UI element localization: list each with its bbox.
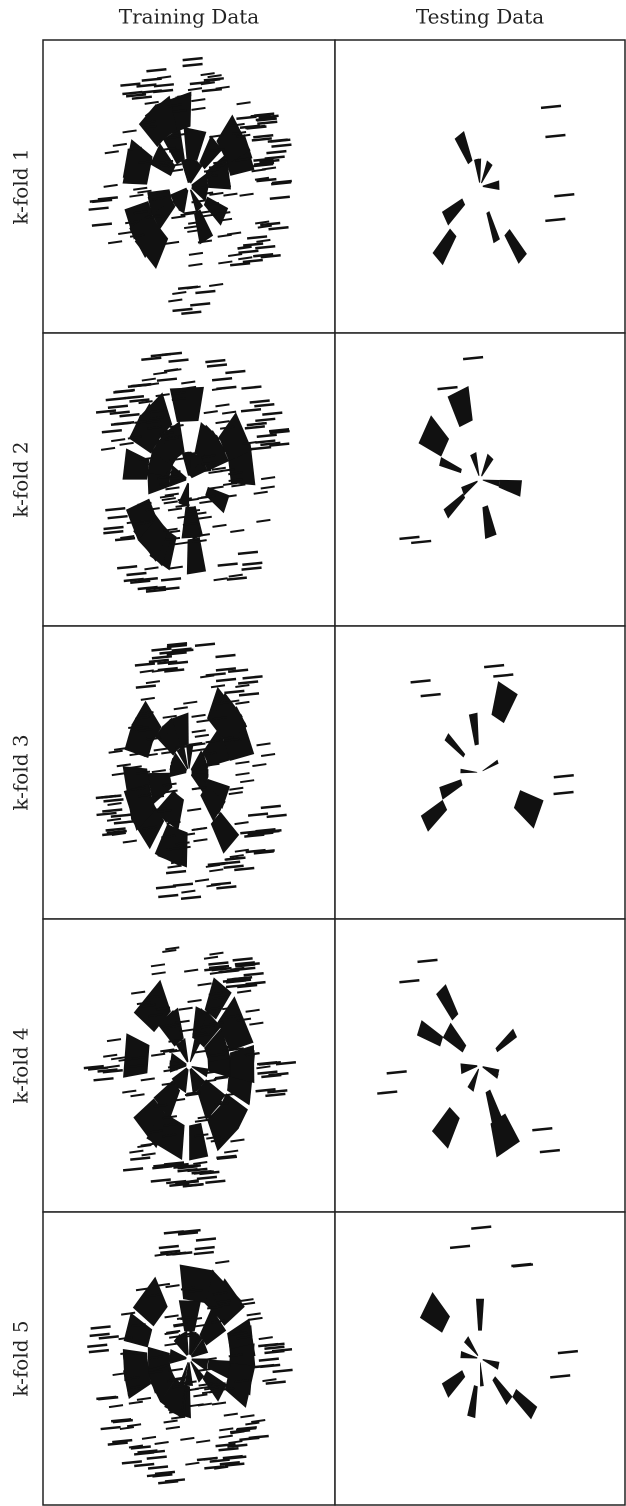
panel — [335, 919, 625, 1212]
panel — [335, 333, 625, 626]
panel — [43, 1212, 335, 1505]
panel — [335, 1212, 625, 1505]
row-label: k-fold 2 — [9, 441, 33, 517]
column-header: Testing Data — [416, 5, 544, 29]
row-label: k-fold 4 — [9, 1027, 33, 1103]
panel — [43, 626, 335, 919]
figure: Training Data Testing Data k-fold 1 k-fold … — [0, 0, 626, 1506]
row-label: k-fold 3 — [9, 734, 33, 810]
panel — [335, 626, 625, 919]
row-label: k-fold 5 — [9, 1320, 33, 1396]
panel — [43, 333, 335, 626]
column-header: Training Data — [119, 5, 260, 29]
panel — [335, 40, 625, 333]
row-label: k-fold 1 — [9, 148, 33, 224]
